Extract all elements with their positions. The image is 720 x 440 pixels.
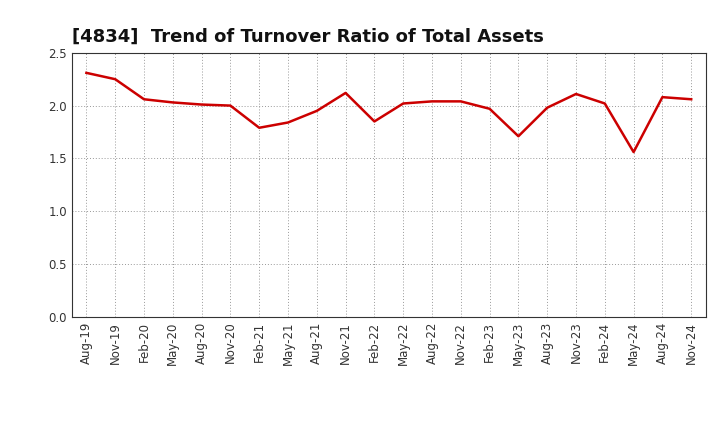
Text: [4834]  Trend of Turnover Ratio of Total Assets: [4834] Trend of Turnover Ratio of Total … — [72, 28, 544, 46]
